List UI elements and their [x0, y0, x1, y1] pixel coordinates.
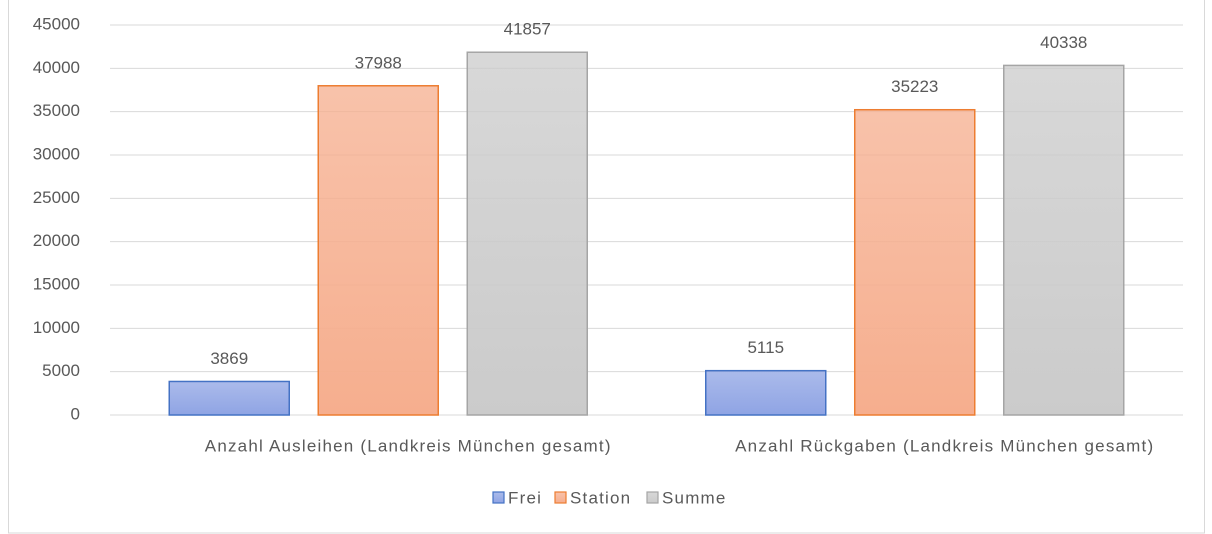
- bar: [317, 85, 439, 416]
- y-tick-label: 45000: [33, 14, 80, 33]
- legend-swatch: [646, 491, 659, 504]
- y-tick-label: 15000: [33, 274, 80, 293]
- legend-label: Station: [570, 488, 631, 507]
- legend-swatch: [492, 491, 505, 504]
- bar: [168, 380, 290, 416]
- bar: [854, 108, 976, 416]
- y-tick-label: 5000: [42, 361, 80, 380]
- y-tick-label: 10000: [33, 318, 80, 337]
- data-label: 40338: [1040, 33, 1087, 52]
- x-tick-label: Anzahl Rückgaben (Landkreis München gesa…: [735, 436, 1154, 455]
- y-tick-label: 35000: [33, 101, 80, 120]
- data-label: 41857: [504, 20, 551, 39]
- data-label: 35223: [891, 77, 938, 96]
- y-tick-label: 25000: [33, 188, 80, 207]
- y-tick-label: 0: [71, 404, 80, 423]
- bar: [705, 369, 827, 416]
- data-label: 5115: [747, 338, 784, 357]
- x-tick-label: Anzahl Ausleihen (Landkreis München gesa…: [205, 436, 612, 455]
- bar: [466, 51, 588, 416]
- data-label: 37988: [355, 53, 402, 72]
- y-tick-label: 20000: [33, 231, 80, 250]
- data-label: 3869: [210, 349, 248, 368]
- y-tick-label: 40000: [33, 58, 80, 77]
- legend-label: Summe: [662, 488, 727, 507]
- legend-swatch: [554, 491, 567, 504]
- y-tick-label: 30000: [33, 144, 80, 163]
- legend-label: Frei: [508, 488, 542, 507]
- bar: [1003, 64, 1125, 416]
